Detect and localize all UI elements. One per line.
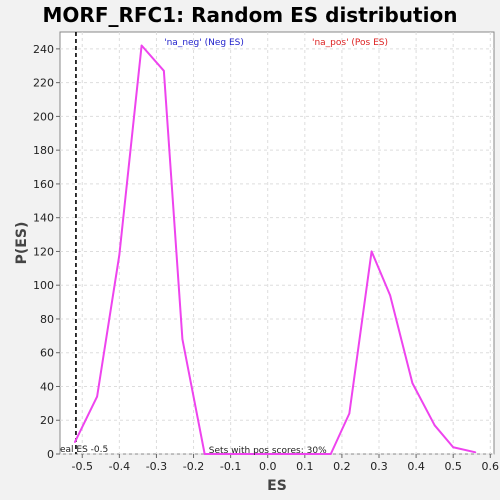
y-tick-label: 220 [33, 77, 54, 90]
x-tick-label: -0.3 [146, 460, 167, 473]
y-tick-label: 180 [33, 144, 54, 157]
grid [60, 32, 494, 455]
data-point [118, 254, 121, 256]
y-tick-label: 140 [33, 212, 54, 225]
x-tick-label: -0.4 [109, 460, 130, 473]
x-tick-label: 0.5 [444, 460, 462, 473]
real-es-annotation: eal ES -0.5 [60, 445, 108, 455]
y-tick-label: 0 [47, 448, 54, 461]
x-tick-label: 0.2 [333, 460, 351, 473]
x-tick-label: 0.1 [296, 460, 314, 473]
data-point [74, 441, 76, 443]
x-tick-label: 0.3 [370, 460, 388, 473]
y-tick-label: 20 [40, 414, 54, 427]
x-tick-label: 0.0 [259, 460, 277, 473]
data-point [474, 451, 477, 454]
x-axis-ticks: -0.5 -0.4 -0.3 -0.2 -0.1 0.0 0.1 0.2 0.3 0.4 0.5 0.… [72, 454, 500, 473]
y-tick-label: 100 [33, 279, 54, 292]
y-axis-label: P(ES) [14, 222, 30, 265]
data-point [181, 338, 184, 341]
y-tick-label: 160 [33, 178, 54, 191]
y-tick-label: 40 [40, 380, 54, 393]
data-point [140, 44, 143, 47]
x-tick-label: 0.6 [482, 460, 500, 473]
y-tick-label: 120 [33, 245, 54, 258]
plot-area [59, 31, 495, 455]
chart-title: MORF_RFC1: Random ES distribution [43, 3, 458, 27]
pos-scores-annotation: Sets with pos scores: 30% [209, 446, 327, 456]
x-tick-label: -0.2 [183, 460, 204, 473]
legend-neg: 'na_neg' (Neg ES) [164, 38, 244, 48]
data-point [389, 294, 391, 297]
x-axis-label: ES [267, 478, 287, 494]
data-point [163, 70, 165, 72]
x-tick-label: -0.1 [220, 460, 241, 473]
y-tick-label: 240 [33, 43, 54, 56]
data-point [452, 446, 454, 449]
data-point [329, 453, 332, 455]
data-point [370, 250, 373, 253]
data-point [411, 382, 414, 384]
data-point [96, 395, 98, 398]
data-point [433, 424, 436, 427]
y-tick-label: 200 [33, 110, 54, 123]
data-point [203, 453, 206, 455]
legend-pos: 'na_pos' (Pos ES) [312, 38, 388, 48]
y-tick-label: 60 [40, 347, 54, 360]
x-tick-label: 0.4 [407, 460, 425, 473]
y-tick-label: 80 [40, 313, 54, 326]
x-tick-label: -0.5 [72, 460, 93, 473]
y-axis-ticks: 0 20 40 60 80 100 120 140 160 180 200 220 240 [33, 43, 60, 461]
data-point [348, 412, 351, 415]
series-group [73, 44, 477, 455]
